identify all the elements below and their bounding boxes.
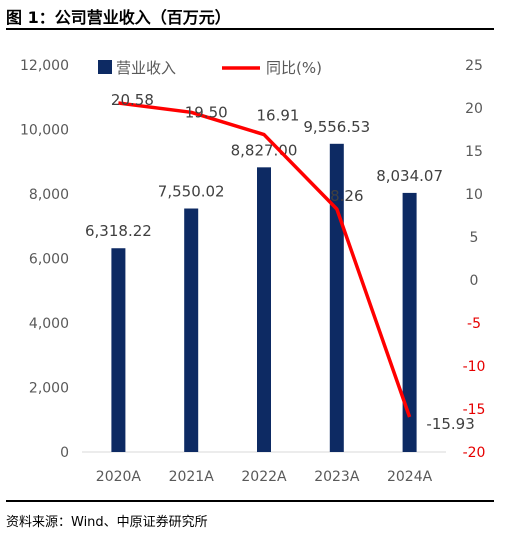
- source-note: 资料来源：Wind、中原证券研究所: [6, 515, 208, 530]
- revenue-bar: [257, 167, 271, 452]
- y-right-tick-label: 15: [465, 144, 483, 160]
- y-right-tick-label: -5: [467, 316, 481, 332]
- y-left-tick-label: 0: [60, 445, 69, 461]
- revenue-bar: [184, 208, 199, 452]
- revenue-data-label: 7,550.02: [158, 183, 225, 201]
- y-right-tick-label: 20: [465, 101, 483, 117]
- yoy-data-label: 8.26: [330, 187, 363, 205]
- legend-bar-swatch: [98, 60, 112, 74]
- revenue-bar: [402, 192, 417, 452]
- yoy-line: [118, 101, 412, 418]
- y-left-tick-label: 6,000: [29, 252, 69, 268]
- y-left-tick-label: 10,000: [20, 123, 69, 139]
- yoy-data-label: 16.91: [257, 107, 300, 125]
- x-tick-label: 2024A: [387, 469, 433, 485]
- figure-title: 图 1：公司营业收入（百万元）: [6, 8, 231, 27]
- legend-bar-label: 营业收入: [116, 59, 176, 77]
- y-right-tick-label: 0: [470, 273, 479, 289]
- revenue-bar: [111, 248, 126, 452]
- y-left-tick-label: 2,000: [29, 381, 69, 397]
- x-tick-label: 2023A: [314, 469, 360, 485]
- revenue-data-label: 9,556.53: [303, 118, 370, 136]
- yoy-data-label: 19.50: [185, 103, 228, 121]
- x-tick-label: 2021A: [169, 469, 215, 485]
- y-right-tick-label: -20: [463, 445, 486, 461]
- x-tick-label: 2020A: [96, 469, 142, 485]
- revenue-data-label: 8,034.07: [376, 167, 443, 185]
- bottom-rule: [6, 500, 494, 502]
- y-left-tick-label: 8,000: [29, 187, 69, 203]
- revenue-data-label: 6,318.22: [85, 222, 152, 240]
- yoy-data-label: -15.93: [426, 415, 474, 433]
- legend-line-label: 同比(%): [266, 59, 322, 77]
- y-left-tick-label: 12,000: [20, 58, 69, 74]
- y-right-tick-label: 10: [465, 187, 483, 203]
- y-right-tick-label: 25: [465, 58, 483, 74]
- y-right-tick-label: 5: [470, 230, 479, 246]
- x-tick-label: 2022A: [241, 469, 287, 485]
- yoy-data-label: 20.58: [111, 91, 154, 109]
- revenue-chart: 02,0004,0006,0008,00010,00012,000-20-15-…: [20, 58, 486, 485]
- revenue-data-label: 8,827.00: [231, 141, 298, 159]
- top-rule: [6, 28, 494, 30]
- y-right-tick-label: -10: [463, 359, 486, 375]
- y-left-tick-label: 4,000: [29, 316, 69, 332]
- y-right-tick-label: -15: [463, 402, 486, 418]
